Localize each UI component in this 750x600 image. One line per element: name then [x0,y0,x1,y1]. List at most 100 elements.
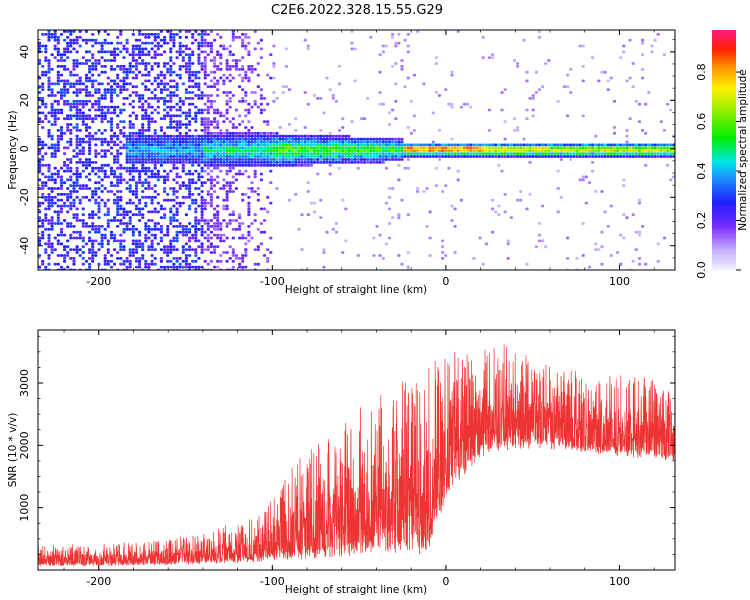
heatmap-cell [416,155,420,158]
heatmap-cell [113,248,117,251]
heatmap-cell [206,239,210,243]
heatmap-cell [97,91,101,94]
heatmap-cell [603,146,607,150]
heatmap-cell [394,82,398,86]
heatmap-cell [213,166,217,170]
heatmap-cell [500,155,504,158]
heatmap-cell [100,70,104,74]
heatmap-cell [59,207,64,211]
heatmap-cell [159,146,163,150]
heatmap-cell [281,85,285,89]
heatmap-cell [428,152,432,155]
heatmap-cell [500,146,504,150]
heatmap-cell [556,169,560,173]
heatmap-cell [250,152,254,155]
heatmap-cell [150,105,154,109]
heatmap-cell [94,59,98,62]
heatmap-cell [131,65,135,68]
heatmap-cell [109,88,114,91]
heatmap-cell [525,79,529,83]
heatmap-cell [397,137,401,141]
heatmap-cell [56,187,60,190]
heatmap-cell [306,161,310,164]
heatmap-cell [197,88,201,91]
heatmap-cell [269,143,273,147]
heatmap-cell [200,181,204,185]
heatmap-cell [109,126,114,129]
heatmap-cell [50,88,54,91]
heatmap-cell [166,265,170,269]
heatmap-cell [225,198,229,202]
heatmap-cell [169,79,173,83]
heatmap-cell [184,257,188,260]
heatmap-cell [287,163,292,167]
heatmap-cell [128,190,132,193]
heatmap-cell [72,38,76,42]
heatmap-cell [184,213,188,217]
heatmap-cell [191,73,195,77]
heatmap-cell [553,149,557,153]
heatmap-cell [141,97,145,100]
heatmap-cell [72,67,76,71]
heatmap-cell [138,97,142,100]
heatmap-cell [197,161,201,164]
heatmap-cell [559,143,563,147]
heatmap-cell [653,146,657,150]
heatmap-cell [247,155,251,158]
heatmap-cell [175,137,179,141]
heatmap-cell [462,155,467,158]
heatmap-cell [72,201,76,205]
heatmap-cell [238,143,242,147]
heatmap-cell [234,155,238,158]
heatmap-cell [172,91,176,94]
heatmap-cell [194,76,198,80]
heatmap-cell [612,143,617,147]
heatmap-cell [172,166,176,170]
heatmap-cell [50,172,54,176]
heatmap-cell [331,97,335,100]
heatmap-cell [100,149,104,153]
heatmap-cell [166,67,170,71]
heatmap-cell [441,155,445,158]
heatmap-cell [556,187,560,190]
heatmap-cell [256,85,260,89]
heatmap-cell [406,152,410,155]
heatmap-cell [81,120,85,123]
heatmap-cell [281,163,285,167]
heatmap-cell [169,38,173,42]
heatmap-cell [500,108,504,112]
heatmap-cell [97,207,101,211]
heatmap-cell [153,155,157,158]
heatmap-cell [84,158,89,161]
heatmap-cell [100,190,104,193]
snr-x-label: Height of straight line (km) [285,584,427,596]
heatmap-cell [587,152,592,155]
heatmap-cell [81,163,85,167]
figure-title: C2E6.2022.328.15.55.G29 [271,3,443,18]
heatmap-cell [341,117,345,121]
heatmap-cell [213,146,217,150]
heatmap-cell [606,149,610,153]
heatmap-cell [103,41,107,45]
heatmap-cell [287,143,292,147]
heatmap-cell [125,70,129,74]
heatmap-cell [44,198,48,202]
heatmap-cell [437,149,442,153]
heatmap-cell [272,131,276,135]
heatmap-cell [147,210,151,214]
heatmap-cell [213,143,217,147]
heatmap-cell [328,88,332,91]
heatmap-cell [125,88,129,91]
heatmap-cell [150,65,154,68]
heatmap-cell [562,155,567,158]
heatmap-cell [416,187,420,190]
heatmap-cell [544,62,548,65]
heatmap-cell [266,102,270,106]
heatmap-cell [200,204,204,208]
heatmap-cell [169,67,173,71]
heatmap-cell [128,94,132,97]
heatmap-cell [222,91,226,94]
heatmap-cell [253,102,257,106]
heatmap-cell [175,146,179,150]
